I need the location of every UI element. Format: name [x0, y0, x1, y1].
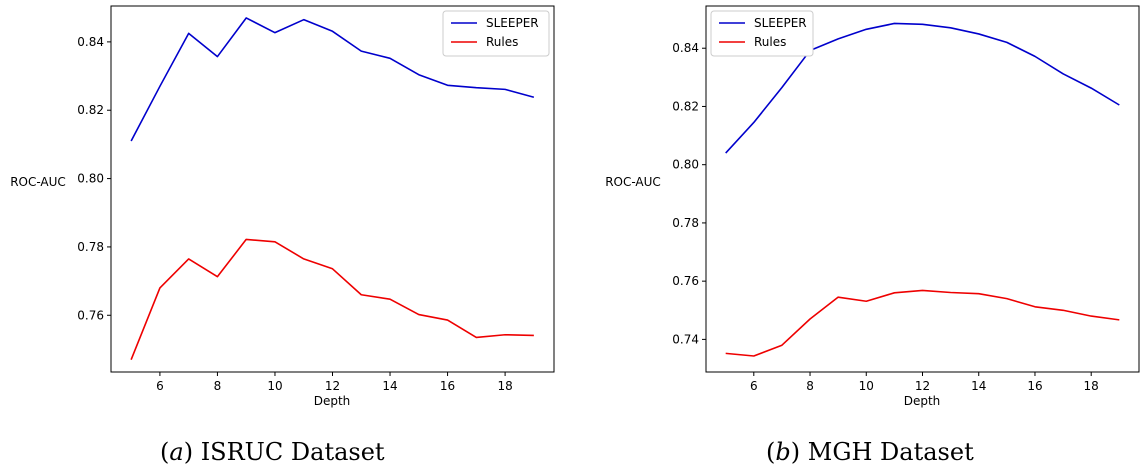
- y-tick-label: 0.84: [672, 41, 699, 55]
- x-tick-label: 12: [915, 379, 930, 393]
- chart-panel-isruc: 6 8 10 12 14 16 18 0.760.780.800.820.84 Depth …: [10, 5, 555, 466]
- chart-panel-mgh: 6 8 10 12 14 16 18 0.74 0.76 0.78 0.80 0.82 0.84 De…: [605, 5, 1140, 466]
- y-tick-label: 0.84: [77, 35, 104, 49]
- x-tick-label: 18: [497, 379, 512, 393]
- y-axis-label: ROC-AUC: [605, 175, 661, 189]
- x-tick-label: 12: [325, 379, 340, 393]
- x-axis-label: Depth: [904, 394, 941, 408]
- x-tick-label: 16: [1027, 379, 1042, 393]
- legend-label-rules: Rules: [486, 35, 518, 49]
- plot-frame: [705, 5, 1140, 373]
- y-tick-label: 0.76: [672, 274, 699, 288]
- y-tick-label: 0.82: [77, 103, 104, 117]
- x-tick-label: 8: [806, 379, 814, 393]
- y-tick-label: 0.78: [77, 240, 104, 254]
- legend-label-sleeper: SLEEPER: [754, 16, 807, 30]
- series-line-rules: [130, 238, 534, 360]
- y-axis-label: ROC-AUC: [10, 175, 66, 189]
- y-tick-label: 0.76: [77, 308, 104, 322]
- series-lines: [725, 22, 1120, 357]
- series-lines: [130, 17, 535, 360]
- y-tick-label: 0.80: [672, 158, 699, 172]
- x-tick-label: 6: [750, 379, 758, 393]
- series-line-rules: [725, 289, 1120, 357]
- x-tick-label: 8: [214, 379, 222, 393]
- plot-frame: [110, 5, 555, 373]
- y-axis-ticks: 0.74 0.76 0.78 0.80 0.82 0.84: [672, 41, 706, 346]
- legend-label-sleeper: SLEEPER: [486, 16, 539, 30]
- x-axis-label: Depth: [314, 394, 351, 408]
- x-tick-label: 10: [859, 379, 874, 393]
- caption-letter: a: [169, 438, 183, 466]
- y-tick-label: 0.78: [672, 216, 699, 230]
- x-tick-label: 14: [971, 379, 986, 393]
- y-tick-label: 0.74: [672, 332, 699, 346]
- x-tick-label: 10: [267, 379, 282, 393]
- x-tick-label: 18: [1084, 379, 1099, 393]
- x-tick-label: 16: [440, 379, 455, 393]
- series-line-sleeper: [130, 17, 535, 142]
- series-line-sleeper: [725, 22, 1120, 154]
- legend: SLEEPER Rules: [710, 10, 814, 57]
- x-axis-ticks: 6 8 10 12 14 16 18: [156, 372, 513, 393]
- caption-text: MGH Dataset: [808, 438, 974, 466]
- legend: SLEEPER Rules: [442, 10, 550, 57]
- x-axis-ticks: 6 8 10 12 14 16 18: [750, 372, 1099, 393]
- legend-label-rules: Rules: [754, 35, 786, 49]
- caption-b: (b) MGH Dataset: [766, 438, 974, 466]
- caption-a: (a) ISRUC Dataset: [160, 438, 385, 466]
- y-tick-label: 0.80: [77, 172, 104, 186]
- x-tick-label: 6: [156, 379, 164, 393]
- caption-text: ISRUC Dataset: [201, 438, 385, 466]
- x-tick-label: 14: [382, 379, 397, 393]
- y-tick-label: 0.82: [672, 99, 699, 113]
- caption-letter: b: [775, 438, 790, 466]
- y-axis-ticks: 0.76 0.78 0.80 0.82 0.84: [77, 35, 111, 322]
